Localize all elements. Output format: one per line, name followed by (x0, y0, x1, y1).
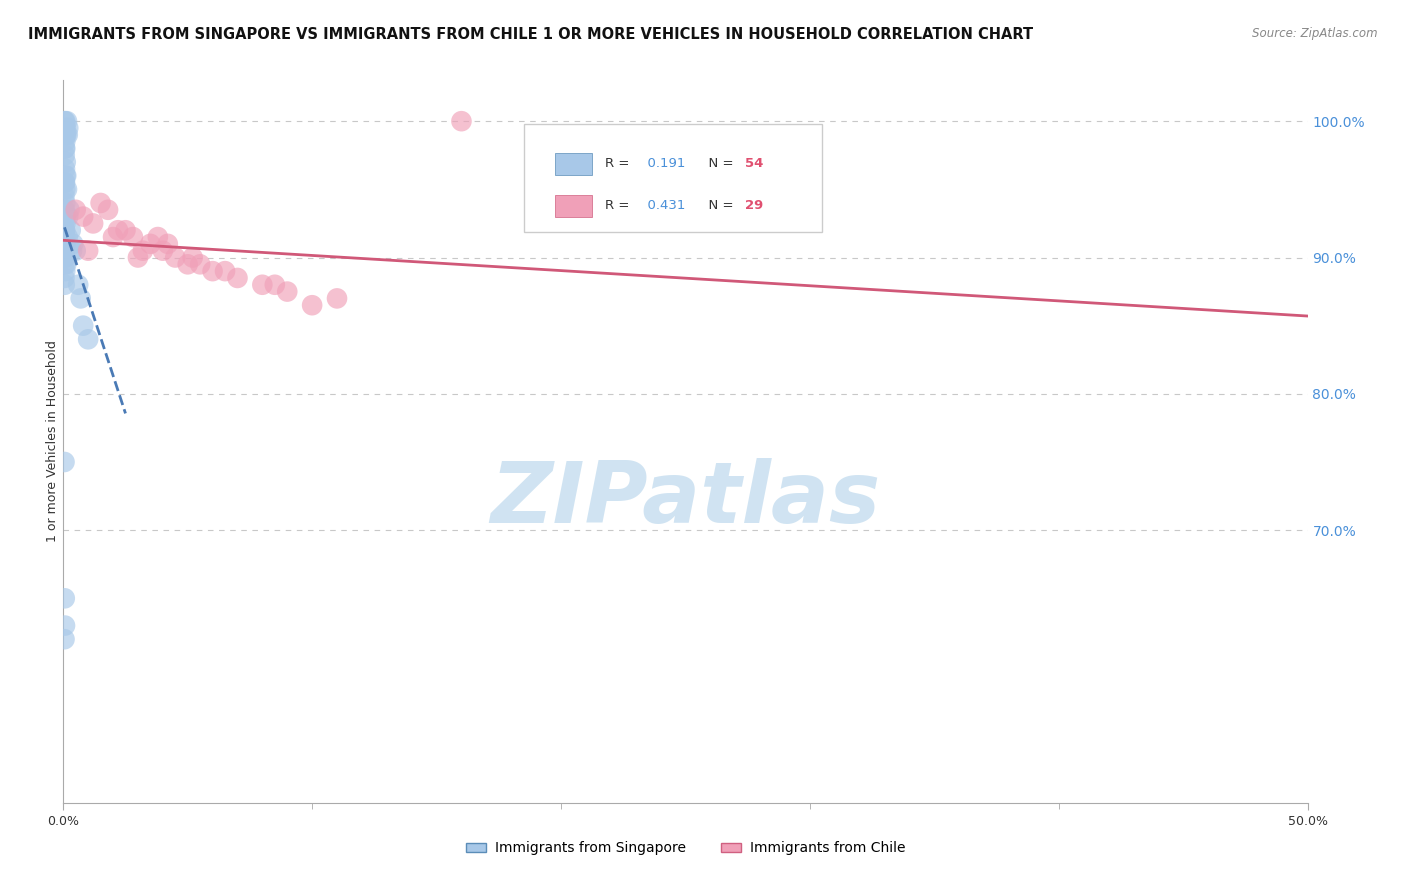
Point (58, 210, 80, 224)
Point (59, 223, 82, 237)
Point (276, 285, 298, 299)
Point (127, 251, 149, 265)
Point (77, 332, 100, 346)
Point (53, 271, 76, 285)
Point (53, 148, 76, 162)
Text: ZIPatlas: ZIPatlas (491, 458, 880, 541)
Point (53, 189, 76, 203)
Point (263, 277, 285, 292)
Point (53, 141, 76, 155)
Bar (555, 195, 592, 217)
Point (65, 244, 87, 258)
Text: 29: 29 (745, 200, 763, 212)
Point (53, 176, 76, 190)
Point (90, 196, 112, 211)
Point (53, 141, 76, 155)
Point (152, 244, 174, 258)
Point (56, 114, 79, 128)
Point (53, 114, 76, 128)
Point (53, 277, 76, 292)
Point (301, 298, 323, 312)
Point (188, 257, 211, 271)
Point (69, 292, 91, 306)
Point (165, 251, 187, 265)
Point (177, 257, 200, 271)
Point (53, 236, 76, 251)
Point (56, 230, 79, 244)
Text: R =: R = (605, 200, 633, 212)
Legend: Immigrants from Singapore, Immigrants from Chile: Immigrants from Singapore, Immigrants fr… (460, 836, 911, 861)
Point (72, 210, 94, 224)
Point (53, 114, 76, 128)
Point (53, 591, 76, 606)
Point (55, 169, 77, 183)
Point (53, 251, 76, 265)
Point (450, 114, 472, 128)
Point (53, 251, 76, 265)
Point (107, 223, 129, 237)
Point (53, 618, 76, 632)
Point (55, 128, 77, 142)
Point (146, 230, 169, 244)
Point (53, 223, 76, 237)
Point (114, 223, 136, 237)
Point (326, 292, 349, 306)
Point (53, 257, 76, 271)
Point (55, 210, 77, 224)
Point (56, 128, 79, 142)
Point (53, 244, 76, 258)
Text: Source: ZipAtlas.com: Source: ZipAtlas.com (1253, 27, 1378, 40)
Point (53, 264, 76, 278)
Point (132, 244, 155, 258)
Point (53, 230, 76, 244)
Point (53, 176, 76, 190)
Point (55, 257, 77, 271)
Point (56, 182, 79, 196)
Bar (555, 153, 592, 175)
Point (55, 236, 77, 251)
Point (53, 223, 76, 237)
Point (201, 264, 224, 278)
Point (156, 236, 179, 251)
Point (53, 120, 76, 135)
Point (139, 236, 162, 251)
Point (122, 230, 145, 244)
Point (60, 244, 83, 258)
Point (226, 271, 249, 285)
Point (53, 632, 76, 647)
Point (53, 196, 76, 211)
Text: N =: N = (700, 200, 738, 212)
Point (214, 264, 236, 278)
Point (55, 128, 77, 142)
Point (53, 455, 76, 469)
Point (58, 120, 80, 135)
Text: 54: 54 (745, 157, 763, 170)
Point (53, 182, 76, 196)
Point (55, 155, 77, 169)
Point (82, 216, 104, 230)
Point (72, 318, 94, 333)
Point (65, 202, 87, 217)
Y-axis label: 1 or more Vehicles in Household: 1 or more Vehicles in Household (45, 341, 59, 542)
Point (181, 251, 204, 265)
FancyBboxPatch shape (523, 124, 823, 232)
Point (67, 277, 90, 292)
Point (77, 244, 100, 258)
Point (252, 277, 274, 292)
Point (55, 120, 77, 135)
Text: IMMIGRANTS FROM SINGAPORE VS IMMIGRANTS FROM CHILE 1 OR MORE VEHICLES IN HOUSEHO: IMMIGRANTS FROM SINGAPORE VS IMMIGRANTS … (28, 27, 1033, 42)
Text: 0.431: 0.431 (640, 200, 686, 212)
Point (55, 169, 77, 183)
Point (53, 135, 76, 149)
Text: R =: R = (605, 157, 633, 170)
Text: 0.191: 0.191 (640, 157, 686, 170)
Point (53, 161, 76, 176)
Point (97, 202, 120, 217)
Point (101, 230, 124, 244)
Text: N =: N = (700, 157, 738, 170)
Point (58, 202, 80, 217)
Point (55, 216, 77, 230)
Point (62, 236, 84, 251)
Point (53, 202, 76, 217)
